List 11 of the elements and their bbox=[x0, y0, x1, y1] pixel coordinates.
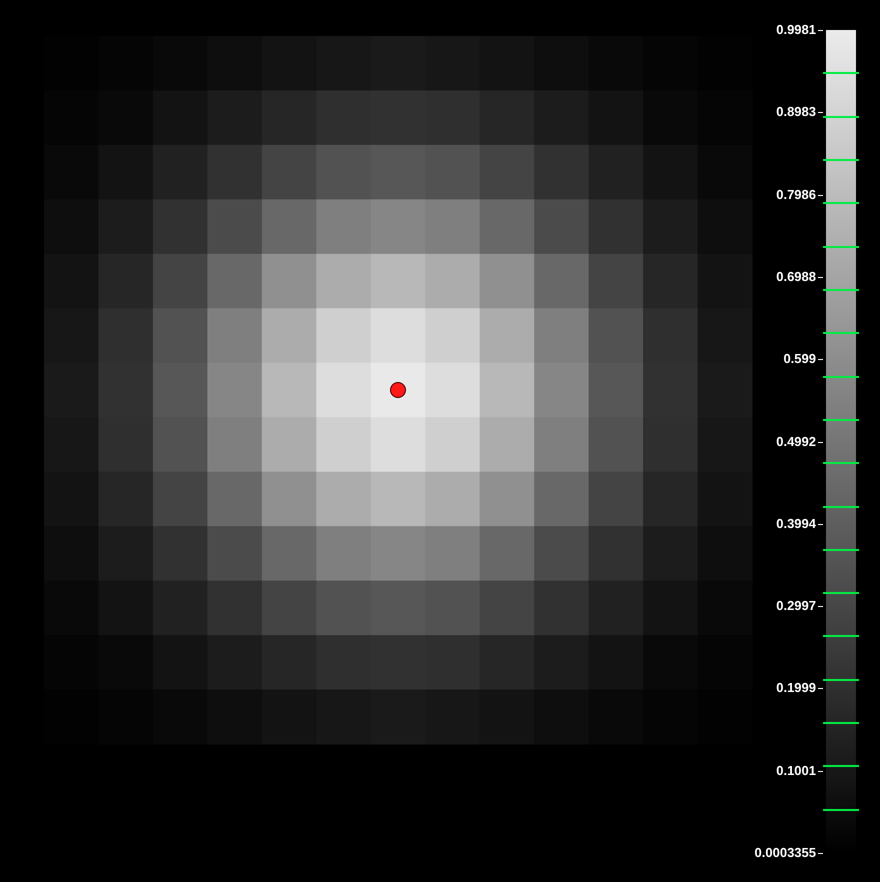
color-bar-label: 0.3994 bbox=[776, 516, 816, 531]
color-bar-label: 0.599 bbox=[783, 351, 816, 366]
color-bar-label: 0.1001 bbox=[776, 762, 816, 778]
color-bar-label: 0.8983 bbox=[776, 104, 816, 120]
color-bar-label: 0.0003355 bbox=[754, 845, 816, 860]
color-bar-label: 0.9981 bbox=[776, 22, 816, 37]
color-bar-label: 0.4992 bbox=[776, 434, 816, 448]
color-bar-label: 0.1999 bbox=[776, 680, 816, 696]
color-bar-label: 0.6988 bbox=[776, 268, 816, 284]
color-bar-label: 0.7986 bbox=[776, 186, 816, 202]
color-bar-label: 0.2997 bbox=[776, 598, 816, 614]
